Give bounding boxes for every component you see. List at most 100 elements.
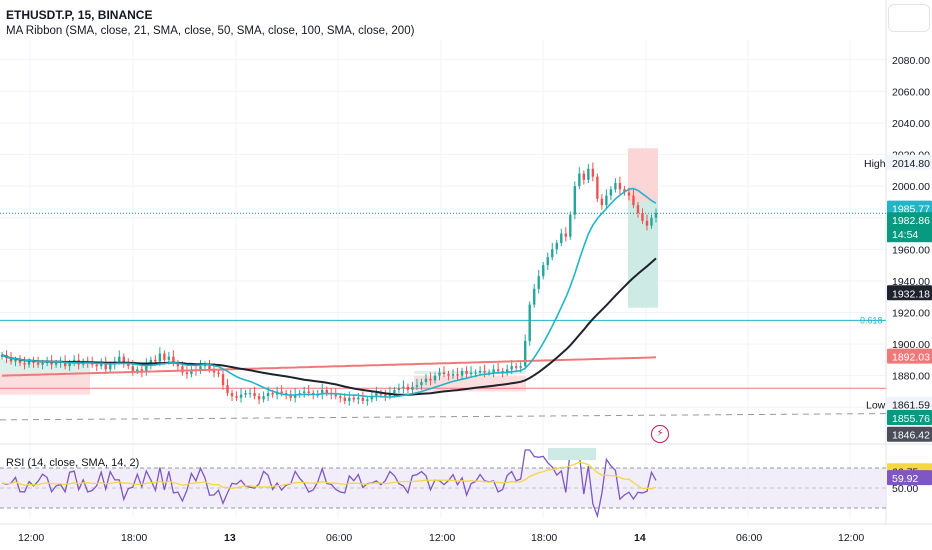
candle-body [325,389,328,394]
candle-body [379,393,383,395]
candle-body [478,370,482,373]
time-tick-label: 12:00 [18,532,44,544]
candle-body [546,257,549,266]
level-2-badge-bg [887,426,932,442]
candle-body [9,358,13,362]
candle-body [280,391,283,394]
candle-body [293,394,297,398]
candle-body [185,372,189,375]
dashed-level-badge-bg [887,409,932,425]
candle-body [212,369,216,373]
candle-body [542,265,545,277]
candle-body [564,233,567,237]
high-value-badge: 2014.80 [892,158,930,170]
candle-body [496,369,500,371]
symbol-title[interactable]: ETHUSDT.P, 15, BINANCE [6,8,153,22]
candle-body [483,370,486,373]
candle-body [411,386,414,390]
candle-body [149,359,153,365]
candle-body [199,366,202,371]
candle-body [131,366,134,371]
candle-body [433,375,437,381]
candle-body [487,372,491,374]
candle-body [271,393,274,395]
candle-body [429,378,432,381]
candle-body [582,173,586,180]
ma-fast-line [1,187,657,398]
dashed-level-badge: 1855.76 [892,413,930,425]
candle-body [618,182,622,190]
candle-body [632,195,635,206]
ma-ribbon-legend[interactable]: MA Ribbon (SMA, close, 21, SMA, close, 5… [6,25,415,37]
candle-body [221,374,225,386]
candle-body [248,393,252,395]
candle-body [600,198,604,206]
lightning-event-icon[interactable]: ⚡ [651,425,669,443]
ma-slow-line [1,257,657,396]
candle-body [217,372,220,375]
rsi-line [1,449,657,519]
candle-body [262,396,265,400]
candle-body [492,369,495,373]
candle-body [100,363,103,367]
candle-body [573,186,577,215]
candle-body [623,189,626,193]
candle-body [469,372,473,375]
candle-body [348,397,351,401]
low-value-badge-bg [887,396,932,412]
candle-body [23,363,26,365]
ma-slow-badge: 1932.18 [892,288,930,300]
candle-body [420,381,423,386]
candle-body [357,397,360,400]
position-target-zone [414,370,526,374]
ma-200-badge-bg [887,348,932,364]
candle-body [230,393,234,397]
price-tick-label: 1900.00 [892,339,930,351]
candle-body [641,212,644,221]
candle-body [370,396,374,400]
candle-body [266,393,270,397]
price-tick-label: 1920.00 [892,307,930,319]
price-tick-label: 2060.00 [892,86,930,98]
price-tick-label: 2000.00 [892,181,930,193]
candle-body [510,366,513,370]
candle-body [321,389,324,395]
candle-body [551,249,554,258]
candle-body [460,370,464,376]
candle-body [397,388,401,390]
candle-body [339,396,342,398]
candle-body [528,304,531,341]
candle-body [167,356,171,360]
candle-body [109,364,112,370]
price-tick-label: 1880.00 [892,371,930,383]
low-value-badge: 1861.59 [892,400,930,412]
candle-body [235,396,238,398]
low-text-label: Low [866,400,886,412]
candle-body [578,173,581,187]
candle-body [203,364,207,367]
candle-body [307,391,310,394]
candle-body [302,391,306,394]
candle-body [650,217,653,226]
ma-fast-badge-bg [887,200,932,216]
candle-body [465,370,468,375]
candle-body [569,214,572,237]
candle-body [127,363,130,367]
rsi-legend[interactable]: RSI (14, close, SMA, 14, 2) [6,457,140,469]
candle-body [239,394,243,398]
candle-body [18,359,22,364]
high-text-label: High [864,158,886,170]
candle-body [154,359,157,362]
candle-body [533,288,536,305]
candle-body [136,369,139,371]
candle-body [54,363,58,365]
candle-body [393,389,396,394]
candle-body [14,359,17,362]
candle-body [27,361,31,365]
candle-body [451,374,455,376]
chart-menu-button[interactable] [888,4,930,32]
rsi-tick-label: 50.00 [892,483,918,495]
candle-body [190,369,193,375]
time-tick-label: 12:00 [838,532,864,544]
